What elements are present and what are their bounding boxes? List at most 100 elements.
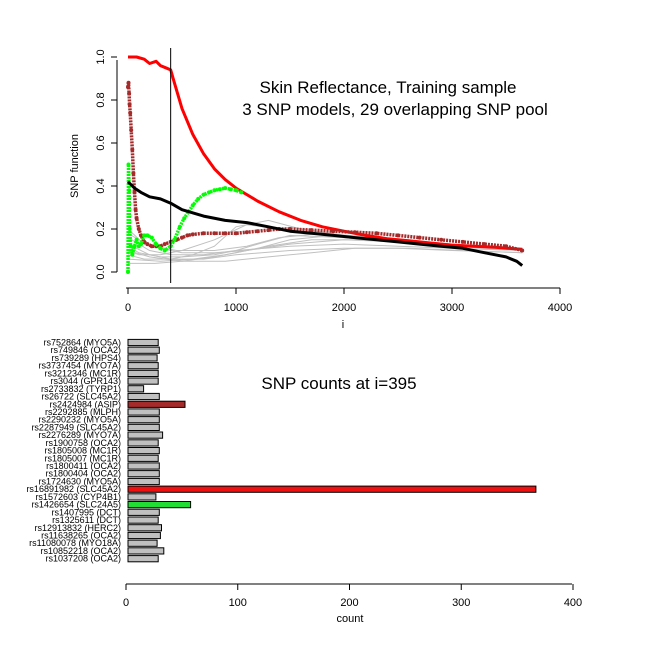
bar (127, 369, 159, 377)
bar (127, 547, 165, 555)
series-points-1 (126, 81, 523, 253)
series-2-point (182, 216, 187, 221)
category-label: rs2290232 (MYO5A) (38, 415, 121, 425)
series-2-point (134, 237, 139, 242)
series-2-point (139, 242, 143, 247)
category-label: rs2733832 (TYRP1) (41, 384, 121, 394)
category-label: rs1900758 (OCA2) (45, 438, 121, 448)
series-2-point (212, 188, 217, 193)
series-1-point (126, 85, 130, 90)
bar (127, 392, 160, 401)
y-ticks: 0.0 0.2 0.4 0.6 0.8 1.0 (95, 49, 117, 280)
category-label: rs3044 (GPR143) (50, 376, 121, 386)
category-label: rs1800404 (OCA2) (45, 469, 121, 479)
series-1-point (504, 244, 508, 249)
bar-x-tick-label: 400 (564, 597, 582, 609)
y-axis-label: SNP function (69, 134, 81, 198)
category-label: rs1037208 (OCA2) (45, 554, 121, 564)
series-2-point (154, 242, 159, 247)
bar (127, 454, 159, 462)
series-1-point (266, 228, 271, 233)
bar (127, 508, 160, 516)
category-label: rs2287949 (SLC45A2) (31, 422, 121, 432)
category-label: rs1407995 (DCT) (51, 507, 121, 517)
series-2-point (196, 196, 201, 201)
category-label: rs1724630 (MYO5A) (38, 477, 121, 487)
series-2-point (126, 270, 130, 274)
category-label: rs1572603 (CYP4B1) (35, 492, 121, 502)
series-2-point (207, 190, 211, 195)
bar (127, 354, 158, 362)
bar (127, 385, 145, 393)
category-label: rs3212346 (MC1R) (44, 368, 121, 378)
series-1-point (190, 232, 195, 237)
category-label: rs2424984 (ASIP) (49, 399, 121, 409)
series-2-point (130, 252, 135, 257)
category-label: rs752864 (MYO5A) (43, 338, 121, 348)
bar (127, 346, 160, 354)
bar (127, 338, 159, 347)
category-label: rs11080078 (MYO18A) (29, 538, 121, 548)
series-2-point (149, 235, 154, 240)
bar (127, 470, 160, 478)
bar (127, 539, 158, 547)
bar (127, 531, 161, 540)
bar-x-ticks: 0 100 200 300 400 (123, 584, 582, 609)
series-1-point (145, 242, 150, 247)
category-label: rs2292885 (MLPH) (45, 407, 121, 417)
series-1-point (223, 231, 228, 236)
category-label: rs26722 (SLC45A2) (41, 392, 121, 402)
series-1-point (127, 102, 132, 107)
bars-group (127, 338, 537, 563)
plot-title-line-1: Skin Reflectance, Training sample (259, 78, 516, 97)
category-label: rs1805007 (MC1R) (44, 453, 121, 463)
series-2-point (162, 248, 167, 253)
series-2-point (234, 188, 238, 193)
bar (127, 477, 160, 486)
category-label: rs1805008 (MC1R) (44, 446, 121, 456)
series-2-point (142, 233, 147, 238)
series-1-point (417, 235, 422, 240)
bar-x-tick-label: 100 (229, 597, 247, 609)
series-1-point (185, 233, 190, 238)
series-2-point (128, 244, 133, 249)
series-2-point (172, 237, 177, 242)
x-tick-label: 1000 (224, 302, 248, 314)
bar (127, 516, 159, 524)
series-1-point (520, 248, 525, 253)
category-label: rs3737454 (MYO7A) (38, 361, 121, 371)
category-label: rs739289 (HPS4) (51, 353, 121, 363)
series-1-point (136, 227, 141, 231)
gray-series-line-9 (127, 247, 523, 262)
bar (127, 493, 157, 501)
series-1-point (309, 228, 314, 233)
plot-title-line-2: 3 SNP models, 29 overlapping SNP pool (242, 100, 548, 119)
x-axis-label: i (342, 319, 344, 331)
y-tick-label: 0.0 (95, 264, 107, 279)
bar (127, 447, 160, 455)
series-1-point (132, 190, 137, 195)
series-1-point (234, 231, 238, 236)
series-1-point (162, 242, 167, 247)
series-2-point (223, 186, 228, 191)
series-line-3 (126, 180, 524, 267)
series-1-point (212, 231, 217, 236)
series-1-point (129, 128, 134, 133)
bar (127, 555, 159, 563)
snp-function-plot: 0 1000 2000 3000 4000 0.0 0.2 0.4 0.6 0.8 1.0 i S… (69, 48, 572, 331)
series-2-point (127, 227, 132, 231)
series-1-point (130, 147, 135, 152)
category-label: rs749846 (OCA2) (50, 345, 121, 355)
bar (127, 423, 160, 431)
series-1-point (126, 80, 131, 85)
bar-x-tick-label: 0 (123, 597, 129, 609)
series-2-point (158, 246, 163, 251)
y-tick-label: 0.6 (95, 135, 107, 150)
x-tick-label: 0 (125, 302, 131, 314)
series-1-point (180, 235, 184, 240)
bar-x-axis-label: count (337, 613, 364, 625)
series-1-point (133, 207, 138, 212)
category-labels: rs752864 (MYO5A)rs749846 (OCA2)rs739289 … (26, 338, 121, 564)
snp-counts-bar-chart: rs752864 (MYO5A)rs749846 (OCA2)rs739289 … (26, 338, 582, 626)
x-tick-label: 4000 (548, 302, 572, 314)
